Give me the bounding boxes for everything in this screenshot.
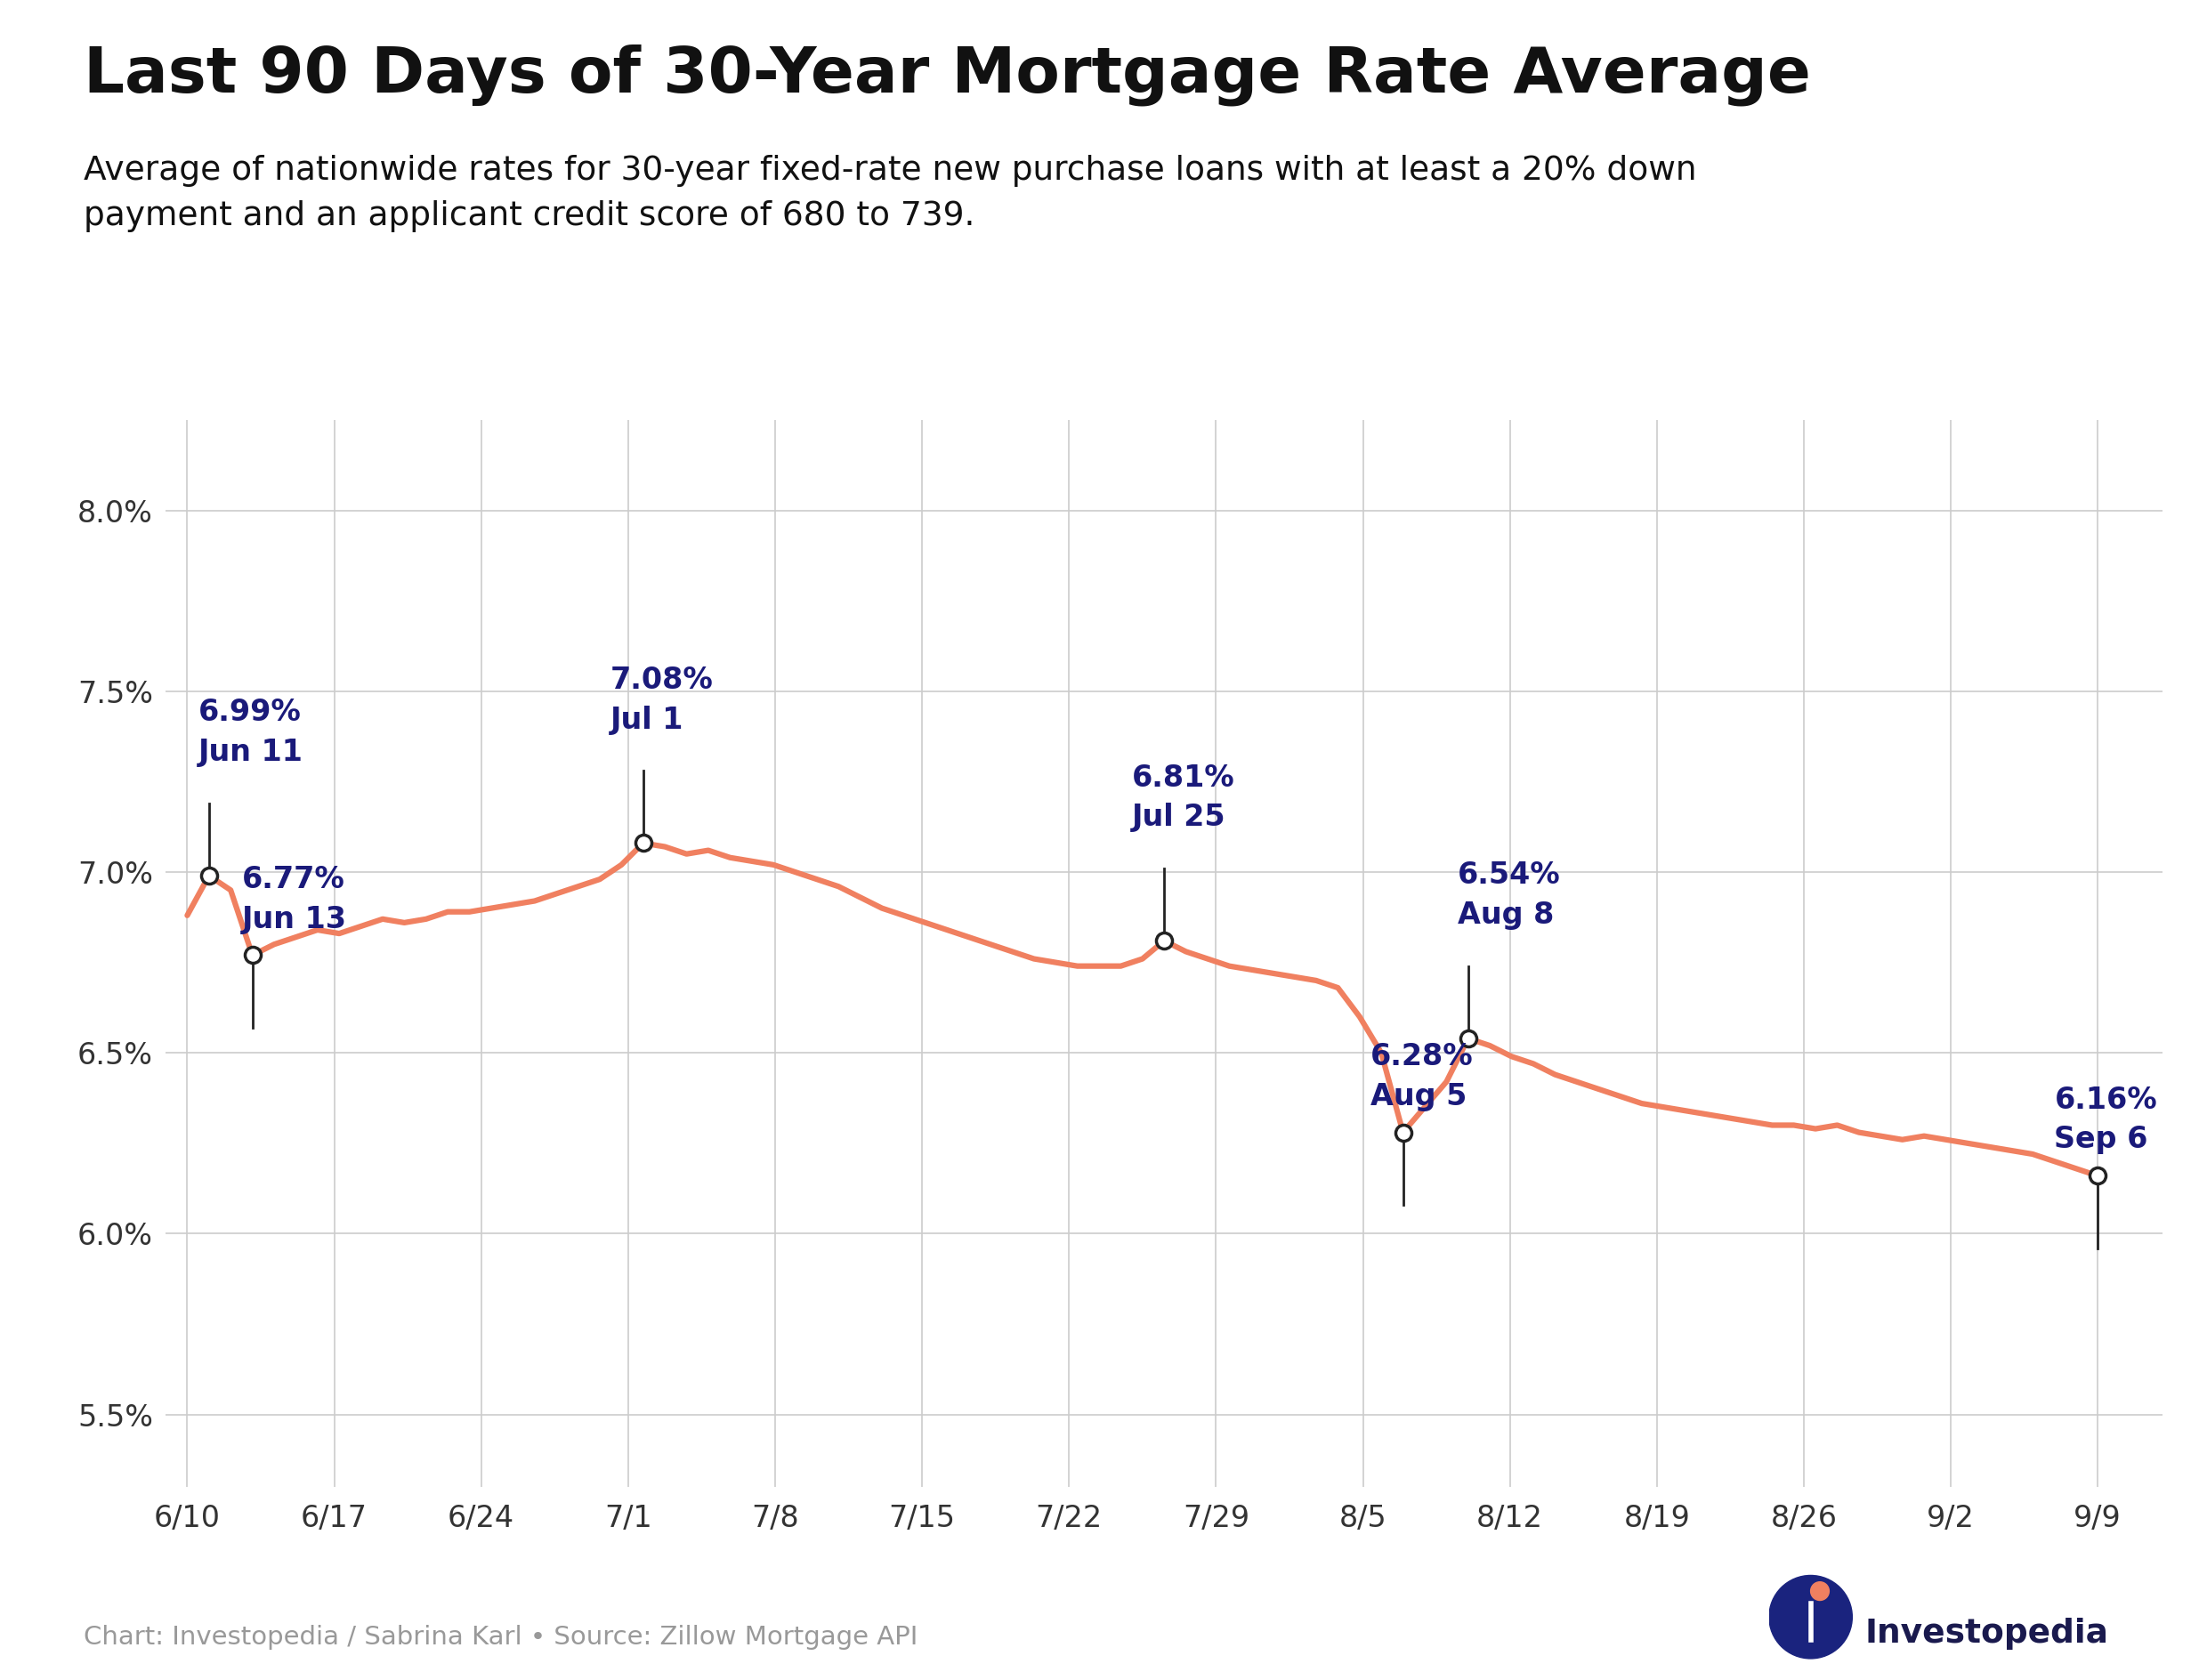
Text: 6.77%
Jun 13: 6.77% Jun 13: [241, 865, 346, 934]
Text: Investopedia: Investopedia: [1865, 1618, 2108, 1650]
Circle shape: [1810, 1583, 1830, 1601]
Text: 6.99%
Jun 11: 6.99% Jun 11: [199, 697, 302, 768]
Text: 6.16%
Sep 6: 6.16% Sep 6: [2055, 1085, 2156, 1154]
Text: Last 90 Days of 30-Year Mortgage Rate Average: Last 90 Days of 30-Year Mortgage Rate Av…: [84, 44, 1812, 106]
Circle shape: [1770, 1576, 1852, 1658]
Text: Average of nationwide rates for 30-year fixed-rate new purchase loans with at le: Average of nationwide rates for 30-year …: [84, 155, 1697, 232]
Text: 6.28%
Aug 5: 6.28% Aug 5: [1371, 1042, 1474, 1110]
Text: 6.81%
Jul 25: 6.81% Jul 25: [1132, 763, 1234, 832]
Text: 7.08%
Jul 1: 7.08% Jul 1: [611, 665, 713, 734]
Text: 6.54%
Aug 8: 6.54% Aug 8: [1457, 860, 1560, 931]
Text: Chart: Investopedia / Sabrina Karl • Source: Zillow Mortgage API: Chart: Investopedia / Sabrina Karl • Sou…: [84, 1625, 918, 1650]
